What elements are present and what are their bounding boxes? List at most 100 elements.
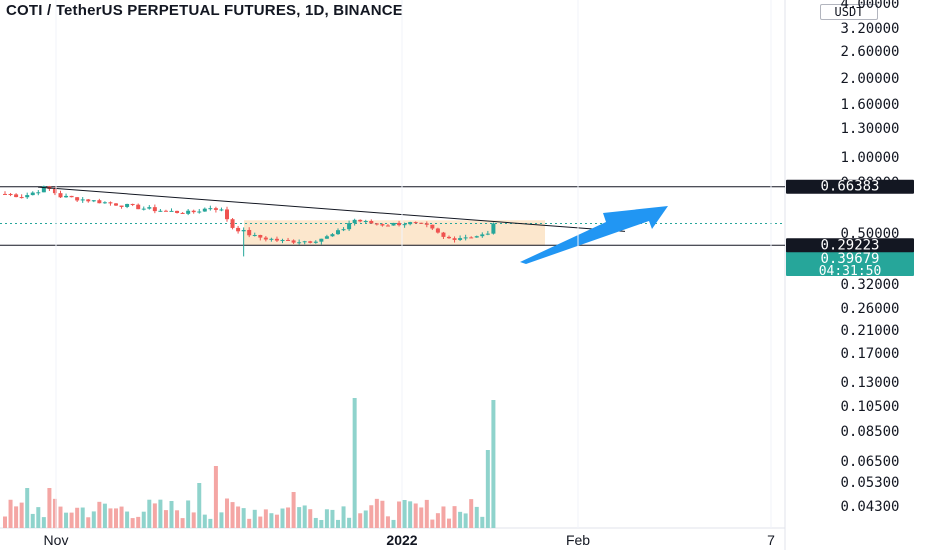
price-tick-label: 2.60000	[840, 44, 899, 60]
volume-bar	[86, 517, 91, 528]
volume-bar	[241, 508, 246, 528]
candle-body	[175, 210, 180, 213]
volume-bar	[147, 499, 152, 528]
candle-body	[136, 204, 141, 210]
volume-bar	[313, 517, 318, 528]
volume-bar	[163, 510, 168, 528]
candle-body	[180, 212, 185, 214]
current-price-badge: 0.39679	[820, 251, 879, 267]
volume-bar	[286, 507, 291, 528]
volume-bar	[80, 507, 85, 528]
candle-body	[52, 188, 57, 194]
candle-body	[374, 223, 379, 225]
candle-body	[158, 210, 163, 212]
candle-body	[141, 208, 146, 210]
price-tick-label: 0.21000	[840, 323, 899, 339]
volume-bar	[458, 511, 463, 528]
volume-bar	[208, 518, 213, 528]
volume-bar	[430, 519, 435, 528]
projection-arrow-icon	[520, 206, 668, 264]
volume-bar	[452, 506, 457, 528]
volume-bar	[419, 507, 424, 528]
volume-bar	[435, 513, 440, 528]
candle-body	[347, 223, 352, 230]
candle-body	[64, 195, 69, 198]
candle-body	[397, 222, 402, 226]
candle-body	[413, 222, 418, 224]
volume-tick-label: 0.08500	[840, 424, 899, 440]
candle-body	[352, 219, 357, 224]
volume-bar	[402, 500, 407, 528]
candle-body	[219, 209, 224, 211]
candle-body	[208, 208, 213, 210]
candle-body	[363, 221, 368, 223]
candle-body	[480, 234, 485, 237]
volume-bar	[352, 398, 357, 528]
candle-body	[213, 208, 218, 210]
volume-bar	[219, 512, 224, 528]
volume-bar	[114, 508, 118, 528]
price-tick-label: 1.30000	[840, 121, 899, 137]
volume-bar	[258, 516, 263, 528]
candle-body	[463, 237, 468, 239]
candle-body	[241, 229, 246, 232]
candle-body	[291, 240, 296, 243]
volume-bar	[52, 498, 57, 528]
candle-body	[258, 234, 263, 238]
volume-bar	[291, 492, 296, 528]
candle-body	[225, 209, 229, 220]
candle-body	[147, 207, 152, 209]
volume-bar	[441, 506, 446, 528]
candle-body	[36, 192, 41, 194]
volume-bar	[14, 506, 19, 528]
volume-tick-label: 0.10500	[840, 399, 899, 415]
volume-bar	[280, 508, 285, 528]
volume-bar	[3, 516, 7, 528]
time-tick-label: 7	[767, 532, 775, 548]
volume-bar	[108, 508, 113, 528]
volume-bar	[474, 506, 479, 528]
candle-body	[102, 202, 107, 204]
volume-bar	[141, 511, 146, 528]
candle-body	[336, 230, 340, 235]
support-badge: 0.29223	[820, 237, 879, 253]
volume-bar	[447, 518, 451, 528]
volume-bar	[25, 488, 30, 528]
candle-body	[247, 229, 252, 236]
price-tick-label: 1.00000	[840, 150, 899, 166]
currency-unit-button[interactable]: USDT	[820, 4, 878, 20]
candle-body	[19, 197, 24, 199]
candle-body	[130, 203, 135, 205]
candle-body	[163, 210, 168, 212]
volume-bar	[380, 500, 385, 528]
volume-bar	[308, 509, 313, 528]
volume-tick-label: 0.13000	[840, 375, 899, 391]
candle-body	[474, 236, 479, 238]
volume-tick-label: 0.04300	[840, 499, 899, 515]
candle-body	[452, 238, 457, 240]
volume-bar	[263, 509, 268, 528]
candle-body	[302, 241, 307, 243]
price-tick-label: 0.32000	[840, 277, 899, 293]
candle-body	[380, 224, 385, 226]
volume-bar	[247, 518, 252, 528]
candle-body	[369, 221, 374, 224]
volume-bar	[302, 505, 307, 528]
candle-body	[58, 193, 63, 198]
volume-tick-label: 0.05300	[840, 475, 899, 491]
volume-bar	[469, 499, 474, 528]
price-tick-label: 1.60000	[840, 97, 899, 113]
candle-body	[263, 237, 268, 240]
candle-body	[330, 234, 335, 237]
volume-bar	[152, 503, 157, 528]
candle-body	[202, 208, 207, 212]
candle-body	[491, 223, 496, 234]
volume-bar	[186, 500, 191, 528]
volume-bar	[136, 516, 141, 528]
volume-bar	[397, 501, 402, 528]
resistance-badge: 0.66383	[820, 179, 879, 195]
volume-bar	[8, 499, 13, 528]
candle-body	[236, 227, 241, 232]
price-tick-label: 4.00000	[840, 0, 899, 12]
